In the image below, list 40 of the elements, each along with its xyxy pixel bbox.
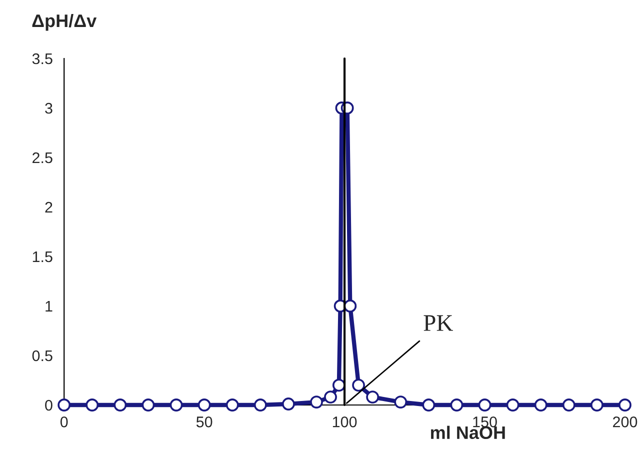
point xyxy=(562,398,576,412)
point xyxy=(142,398,155,412)
x-tick-label: 200 xyxy=(613,416,638,428)
point xyxy=(618,398,632,412)
y-tick-label: 0.5 xyxy=(32,350,52,362)
x-axis-title: ml NaOH xyxy=(430,426,505,440)
point xyxy=(282,398,295,410)
y-tick-label: 3 xyxy=(45,102,52,114)
y-tick-label: 1.5 xyxy=(32,252,52,262)
y-tick-label: 2.5 xyxy=(32,152,52,164)
point xyxy=(506,398,520,412)
point xyxy=(450,398,464,412)
point xyxy=(226,398,239,412)
y-tick-label: 2 xyxy=(45,202,52,213)
point xyxy=(310,396,323,408)
point xyxy=(394,396,408,408)
point xyxy=(422,398,436,412)
annotation: PK xyxy=(424,315,453,331)
y-axis-title: ΔpH/Δv xyxy=(32,14,97,31)
y-tick-label: 0 xyxy=(45,400,52,411)
point xyxy=(170,398,183,412)
point xyxy=(366,390,380,404)
point xyxy=(590,398,604,412)
x-tick-label: 0 xyxy=(60,416,68,428)
point xyxy=(58,398,71,412)
point xyxy=(344,300,357,312)
x-tick-label: 50 xyxy=(196,416,212,428)
x-tick-label: 150 xyxy=(473,416,497,428)
point xyxy=(478,398,492,412)
point xyxy=(534,398,548,412)
point xyxy=(114,398,127,412)
x-tick-label: 100 xyxy=(332,416,357,428)
y-tick-label: 3.5 xyxy=(32,53,52,64)
point xyxy=(352,378,366,392)
point xyxy=(332,378,346,392)
point xyxy=(324,390,337,404)
y-tick-label: 1 xyxy=(46,301,52,312)
point xyxy=(254,398,267,412)
point xyxy=(198,398,211,412)
point xyxy=(86,398,99,412)
